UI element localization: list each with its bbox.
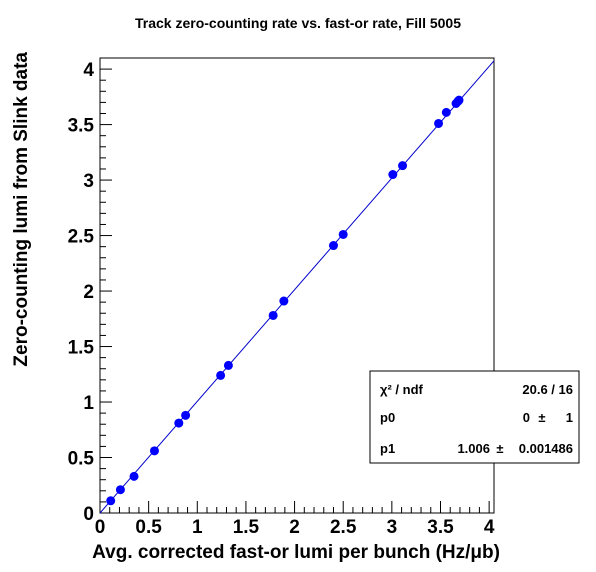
y-tick-label: 2.5 [68, 227, 95, 248]
y-tick-label: 0 [83, 504, 94, 525]
data-point [434, 119, 443, 128]
data-point [116, 485, 125, 494]
x-tick-label: 2.5 [330, 517, 357, 538]
y-tick-label: 1 [83, 393, 94, 414]
data-point [329, 241, 338, 250]
stats-box: χ² / ndf 20.6 / 16 p0 0 ± 1 p1 1.006 ± 0… [370, 371, 579, 463]
data-point [442, 108, 451, 117]
stats-label-chi2: χ² / ndf [380, 382, 424, 397]
data-point [269, 311, 278, 320]
y-tick-label: 0.5 [68, 449, 95, 470]
data-point [174, 419, 183, 428]
stats-value-p1: 1.006 [457, 441, 490, 456]
chart-title: Track zero-counting rate vs. fast-or rat… [135, 15, 461, 31]
stats-err-p0: 1 [566, 410, 573, 425]
data-point [181, 411, 190, 420]
data-point [398, 161, 407, 170]
stats-value-p0: 0 [523, 410, 530, 425]
data-point [150, 446, 159, 455]
y-tick-label: 4 [83, 60, 94, 81]
data-point [279, 297, 288, 306]
x-tick-label: 1 [192, 517, 203, 538]
x-axis-title: Avg. corrected fast-or lumi per bunch (H… [92, 542, 500, 563]
data-point [106, 496, 115, 505]
y-tick-label: 1.5 [68, 338, 95, 359]
data-point [388, 170, 397, 179]
stats-pm-p0: ± [538, 410, 545, 425]
x-tick-label: 4 [484, 517, 495, 538]
y-tick-label: 3.5 [68, 116, 95, 137]
y-tick-label: 3 [83, 171, 94, 192]
y-tick-label: 2 [83, 282, 94, 303]
x-tick-label: 3.5 [427, 517, 454, 538]
x-tick-label: 0 [95, 517, 106, 538]
x-tick-label: 3 [387, 517, 398, 538]
data-point [454, 96, 463, 105]
data-point [216, 371, 225, 380]
plot-area: 0 0.5 1 1.5 2 2.5 3 3.5 4 0 0.5 1 1.5 2 2.5 3 3.5 4 [68, 58, 495, 538]
x-tick-label: 1.5 [233, 517, 260, 538]
data-point [224, 361, 233, 370]
data-point [339, 230, 348, 239]
x-tick-label: 2 [289, 517, 300, 538]
stats-value-chi2: 20.6 / 16 [522, 382, 573, 397]
stats-pm-p1: ± [496, 441, 503, 456]
stats-label-p0: p0 [380, 410, 395, 425]
stats-err-p1: 0.001486 [519, 441, 573, 456]
data-point [130, 472, 139, 481]
stats-label-p1: p1 [380, 441, 395, 456]
y-axis-title: Zero-counting lumi from Slink data [11, 52, 32, 367]
x-tick-label: 0.5 [135, 517, 162, 538]
